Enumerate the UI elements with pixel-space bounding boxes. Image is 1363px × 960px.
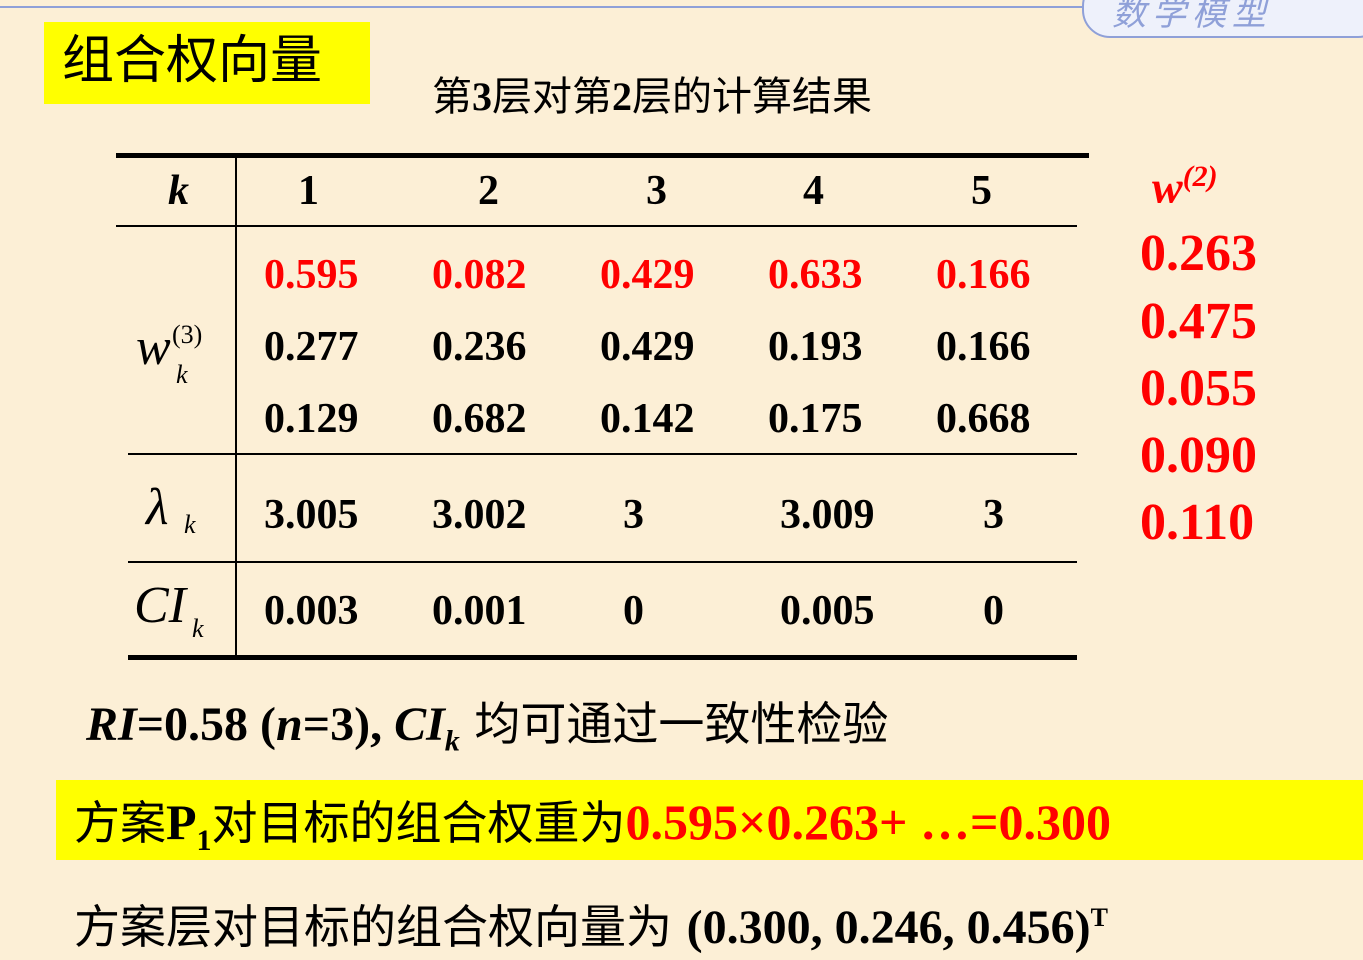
table-caption: 第3层对第2层的计算结果 [432, 70, 872, 124]
w2-value: 0.110 [1140, 494, 1255, 551]
w3-cell: 0.142 [600, 396, 695, 442]
final-vector: (0.300, 0.246, 0.456) [686, 901, 1091, 954]
n-value: =3), [302, 698, 395, 751]
w2-label-main: w [1152, 161, 1183, 213]
w3-cell: 0.236 [432, 324, 527, 370]
w3-cell: 0.682 [432, 396, 527, 442]
caption-suffix: 层的计算结果 [632, 74, 872, 120]
w3-symbol-sup: (3) [172, 320, 203, 349]
w3-cell: 0.129 [264, 396, 359, 442]
w3-bottom-rule [128, 453, 1077, 455]
w3-cell: 0.166 [936, 252, 1031, 298]
ci-symbol-sub: k [192, 614, 204, 643]
column-header-1: 1 [298, 168, 319, 214]
p1-symbol: P [166, 794, 197, 850]
w3-cell: 0.633 [768, 252, 863, 298]
top-rule [0, 6, 1100, 8]
ci-inline-symbol: CI [394, 698, 445, 751]
lambda-cell: 3.005 [264, 492, 359, 538]
column-header-2: 2 [478, 168, 499, 214]
p1-sub: 1 [196, 824, 212, 857]
w3-cell: 0.193 [768, 324, 863, 370]
lambda-cell: 3.009 [780, 492, 875, 538]
caption-mid: 层对第 [492, 74, 612, 120]
caption-prefix: 第 [432, 74, 472, 120]
w3-cell: 0.429 [600, 324, 695, 370]
ci-cell: 0.005 [780, 588, 875, 634]
ci-cell: 0.003 [264, 588, 359, 634]
table-column-divider [235, 155, 237, 657]
table-bottom-rule [128, 655, 1077, 660]
ci-cell: 0 [623, 588, 644, 634]
logo-badge [1082, 0, 1363, 38]
w2-label: w(2) [1152, 160, 1218, 213]
column-header-5: 5 [971, 168, 992, 214]
final-vector-statement: 方案层对目标的组合权向量为 (0.300, 0.246, 0.456)T [74, 886, 1108, 960]
w2-value: 0.090 [1140, 427, 1257, 484]
ci-inline-sub: k [444, 724, 460, 758]
w2-label-sup: (2) [1182, 160, 1218, 193]
w3-symbol-main: w [136, 319, 171, 376]
p1-mid: 对目标的组合权重为 [211, 796, 626, 850]
lambda-symbol: λ k [146, 478, 226, 548]
consistency-text: 均可通过一致性检验 [459, 697, 889, 751]
ci-symbol-main: CI [134, 577, 186, 634]
header-k: k [168, 168, 189, 214]
w3-cell: 0.595 [264, 252, 359, 298]
final-text: 方案层对目标的组合权向量为 [74, 900, 687, 954]
p1-weight-statement: 方案P1对目标的组合权重为0.595×0.263+ …=0.300 [74, 790, 1111, 873]
header-rule [116, 225, 1077, 227]
lambda-symbol-main: λ [146, 479, 169, 536]
w3-cell: 0.429 [600, 252, 695, 298]
w2-value: 0.055 [1140, 360, 1257, 417]
w3-symbol: w (3) k [136, 318, 236, 398]
ci-symbol: CI k [134, 576, 234, 646]
lambda-cell: 3 [623, 492, 644, 538]
logo-text: 数学模型 [1112, 0, 1272, 34]
w3-cell: 0.175 [768, 396, 863, 442]
result-highlight [56, 780, 1363, 860]
table-top-rule [116, 153, 1089, 158]
consistency-statement: RI=0.58 (n=3), CIk 均可通过一致性检验 [86, 692, 888, 774]
ci-cell: 0.001 [432, 588, 527, 634]
w2-value: 0.475 [1140, 293, 1257, 350]
p1-formula: 0.595×0.263+ …=0.300 [625, 794, 1112, 850]
lambda-cell: 3 [983, 492, 1004, 538]
lambda-symbol-sub: k [184, 510, 196, 539]
caption-layer-2: 2 [612, 74, 632, 119]
w3-symbol-sub: k [176, 360, 188, 389]
ci-cell: 0 [983, 588, 1004, 634]
w3-cell: 0.082 [432, 252, 527, 298]
w3-cell: 0.277 [264, 324, 359, 370]
caption-layer-3: 3 [472, 74, 492, 119]
w3-cell: 0.166 [936, 324, 1031, 370]
ri-symbol: RI [86, 698, 137, 751]
final-transpose: T [1090, 903, 1108, 932]
w2-value: 0.263 [1140, 225, 1257, 282]
n-symbol: n [276, 698, 303, 751]
title-highlight [44, 22, 370, 104]
ri-value: =0.58 ( [136, 698, 277, 751]
slide-title: 组合权向量 [62, 31, 323, 91]
p1-prefix: 方案 [74, 796, 166, 850]
column-header-4: 4 [803, 168, 824, 214]
column-header-3: 3 [646, 168, 667, 214]
lambda-cell: 3.002 [432, 492, 527, 538]
w3-cell: 0.668 [936, 396, 1031, 442]
lambda-bottom-rule [128, 561, 1077, 563]
